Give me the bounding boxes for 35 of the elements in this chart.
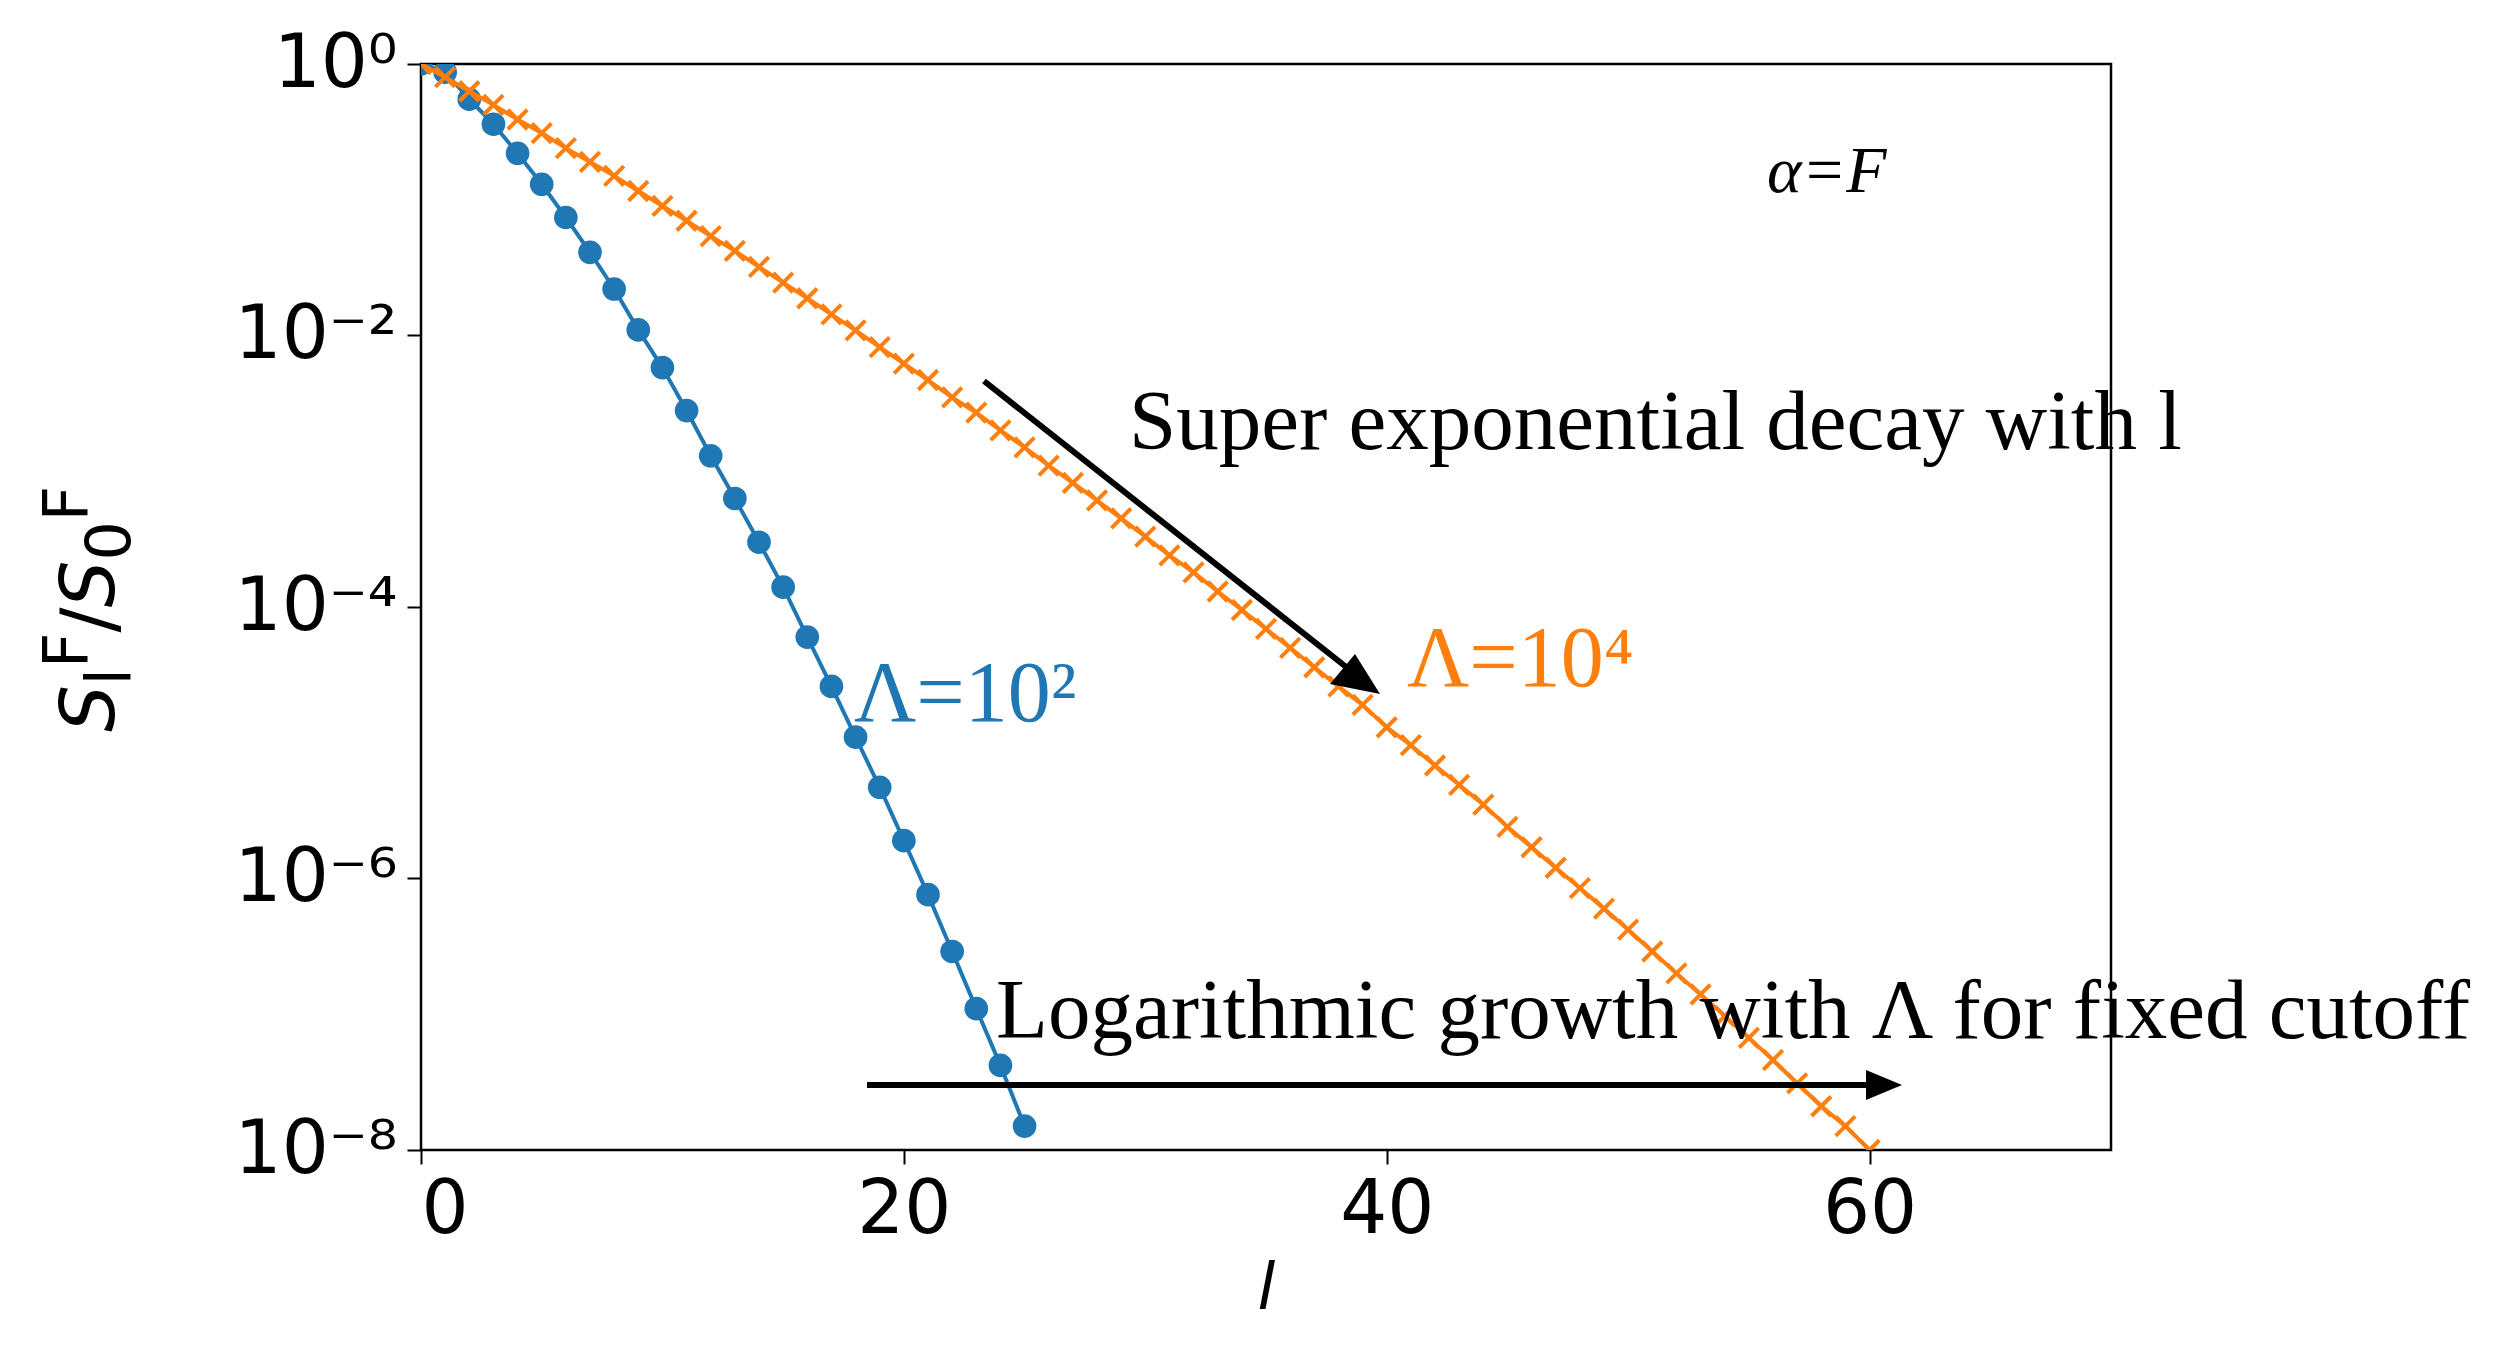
- point: [481, 112, 506, 137]
- point: [602, 277, 626, 301]
- point: [698, 443, 723, 468]
- y-tick-label: 10⁻⁸: [234, 1103, 398, 1190]
- x-tick-label: 0: [421, 1163, 469, 1250]
- point: [916, 882, 940, 907]
- point: [723, 486, 747, 511]
- point: [747, 530, 771, 555]
- point: [674, 398, 699, 423]
- point: [819, 674, 844, 699]
- y-tick-label: 10⁻⁴: [234, 560, 398, 647]
- point: [578, 240, 602, 265]
- point: [650, 355, 675, 380]
- point: [529, 172, 554, 197]
- point: [771, 575, 795, 599]
- point: [843, 725, 868, 749]
- point: [867, 775, 892, 800]
- x-tick-label: 20: [857, 1163, 952, 1250]
- point: [964, 996, 989, 1021]
- point: [505, 141, 530, 166]
- point: [1012, 1114, 1037, 1138]
- point: [940, 939, 964, 964]
- point: [554, 205, 578, 230]
- y-tick-label: 10⁻⁶: [234, 832, 398, 918]
- point: [892, 828, 916, 853]
- x-tick-label: 60: [1822, 1163, 1918, 1250]
- point: [795, 625, 820, 649]
- x-axis-title: l: [1257, 1249, 1276, 1324]
- series-label: Λ=10⁴: [1407, 609, 1634, 705]
- annotation: α=F: [1767, 133, 1888, 206]
- y-tick-label: 10⁻²: [234, 289, 398, 375]
- series-label: Λ=10²: [854, 644, 1077, 740]
- y-tick-label: 10⁰: [273, 17, 398, 104]
- point: [626, 318, 651, 342]
- x-tick-label: 40: [1340, 1163, 1435, 1250]
